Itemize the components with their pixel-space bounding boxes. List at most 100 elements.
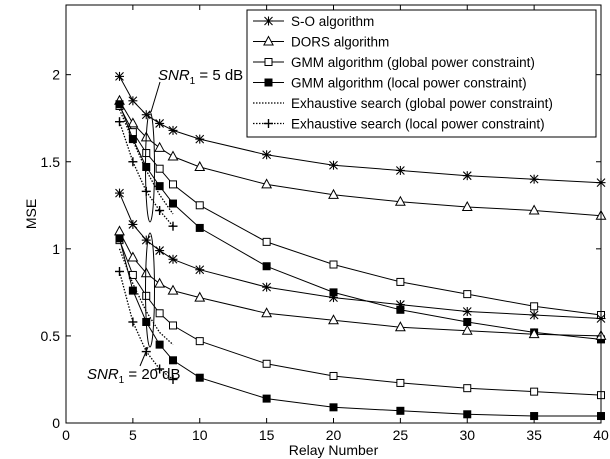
series-5-point-1	[128, 157, 138, 167]
series-1-point-10	[528, 204, 540, 215]
leader-5db	[150, 81, 161, 113]
series-2-point-9	[463, 290, 472, 299]
series-0-point-9	[462, 171, 472, 181]
legend-entry-1-label: DORS algorithm	[291, 35, 389, 50]
series-5-point-3	[155, 206, 165, 216]
axes-layer: 0 5 10 15 20 25 30 35 40 0 0.5 1 1.5 2 Relay Number MSE	[23, 4, 609, 458]
series-7-point-7	[328, 314, 339, 325]
legend: S-O algorithm DORS algorithm GMM algorithm…	[246, 9, 597, 138]
series-3-line	[119, 104, 602, 340]
legend-entry-4-label: Exhaustive search (global power constrai…	[291, 96, 553, 111]
series-6-point-1	[128, 219, 138, 229]
series-0-point-1	[128, 96, 138, 106]
x-axis-label: Relay Number	[289, 442, 379, 458]
annotation-snr-20db-sub: 1	[119, 375, 125, 386]
series-7-point-4	[167, 284, 179, 295]
y-tick-label-1: 0.5	[41, 328, 61, 344]
series-9-point-5	[195, 373, 204, 382]
series-0-point-10-d2	[529, 174, 539, 184]
series-9-point-3	[155, 340, 164, 349]
y-axis-label: MSE	[23, 199, 39, 229]
series-3-point-1	[128, 135, 137, 144]
series-11-point-4	[168, 374, 178, 384]
series-9-point-9	[463, 410, 472, 419]
series-6-point-8-d2	[395, 300, 405, 309]
annotation-snr-20db-base: SNR	[87, 366, 119, 383]
series-6-point-6	[262, 282, 272, 292]
series-0-point-10	[529, 174, 539, 184]
legend-entry-5: Exhaustive search (local power constrain…	[253, 117, 545, 132]
series-6-point-10-d2	[529, 310, 539, 320]
series-7-point-2	[140, 267, 152, 278]
series-6-point-9-d2	[462, 307, 472, 316]
series-3-point-3	[155, 182, 164, 191]
series-1-point-8	[394, 195, 406, 206]
legend-entry-1: DORS algorithm	[253, 35, 389, 50]
series-9-line	[119, 238, 601, 417]
ellipse-20db	[145, 232, 155, 348]
x-tick-label-6: 30	[459, 427, 475, 443]
annotation-snr-20db-rest: = 20 dB	[124, 366, 180, 383]
series-8-point-8	[396, 378, 405, 387]
series-0-point-4-d2	[168, 126, 178, 135]
series-0-point-6-d2	[262, 150, 272, 160]
legend-entry-0-marker-d2	[264, 16, 273, 26]
legend-entry-3-label: GMM algorithm (local power constraint)	[291, 76, 527, 91]
series-7-point-3	[154, 277, 166, 288]
series-0-point-3	[155, 118, 165, 128]
series-0-point-9-d2	[462, 171, 472, 181]
series-3-point-4	[169, 199, 177, 208]
series-9-point-7	[329, 403, 338, 412]
series-8-point-9	[463, 384, 472, 393]
series-8-point-5	[195, 337, 204, 346]
y-tick-label-0: 0	[52, 415, 60, 431]
series-6-point-4	[168, 254, 178, 264]
series-9-point-6	[262, 394, 271, 403]
series-7-point-1	[127, 251, 139, 262]
series-8-point-3	[155, 309, 164, 318]
series-3-point-6	[262, 262, 271, 271]
series-5dB-plus-dotted	[115, 117, 178, 231]
series-6-point-2	[141, 235, 151, 245]
series-2-point-4	[169, 180, 177, 189]
legend-entry-4: Exhaustive search (global power constrai…	[253, 96, 553, 111]
series-6-point-3	[155, 246, 165, 256]
series-5-line	[118, 121, 174, 227]
annotation-snr-5db-rest: = 5 dB	[195, 67, 243, 84]
series-0-point-2-d2	[141, 110, 151, 120]
series-20dB-triangle-solid	[114, 225, 607, 340]
series-0-point-7-d2	[329, 160, 338, 170]
series-0-point-8-d2	[395, 166, 405, 175]
series-7-line	[119, 231, 602, 337]
x-tick-label-0: 0	[62, 427, 70, 443]
series-7-point-8	[394, 321, 406, 332]
series-2-point-8	[396, 277, 405, 286]
series-5dB-triangle-solid	[114, 94, 607, 220]
y-tick-label-2: 1	[52, 241, 60, 257]
legend-entry-0-marker	[264, 16, 273, 26]
legend-entry-5-marker	[264, 119, 273, 128]
legend-entry-3: GMM algorithm (local power constraint)	[253, 76, 527, 91]
series-5-point-4	[168, 221, 178, 231]
series-9-point-4	[169, 356, 177, 365]
series-0-point-5-d2	[195, 134, 205, 144]
series-1-point-6	[261, 178, 273, 189]
series-10-line	[118, 248, 174, 346]
series-6-point-1-d2	[128, 220, 138, 229]
series-1-point-1	[127, 117, 139, 128]
series-6-point-6-d2	[262, 282, 272, 292]
series-1-point-7	[328, 188, 339, 199]
series-6-point-4-d2	[168, 254, 178, 264]
x-tick-label-4: 20	[326, 427, 342, 443]
x-tick-label-1: 5	[129, 427, 137, 443]
x-tick-label-3: 15	[259, 427, 275, 443]
series-1-point-9	[461, 200, 473, 212]
series-8-point-4	[169, 321, 177, 330]
legend-entry-5-label: Exhaustive search (local power constrain…	[291, 117, 545, 132]
x-tick-label-8: 40	[593, 427, 609, 443]
series-7-point-6	[261, 307, 273, 318]
y-tick-label-4: 2	[52, 67, 60, 83]
series-0-point-5	[195, 134, 205, 144]
